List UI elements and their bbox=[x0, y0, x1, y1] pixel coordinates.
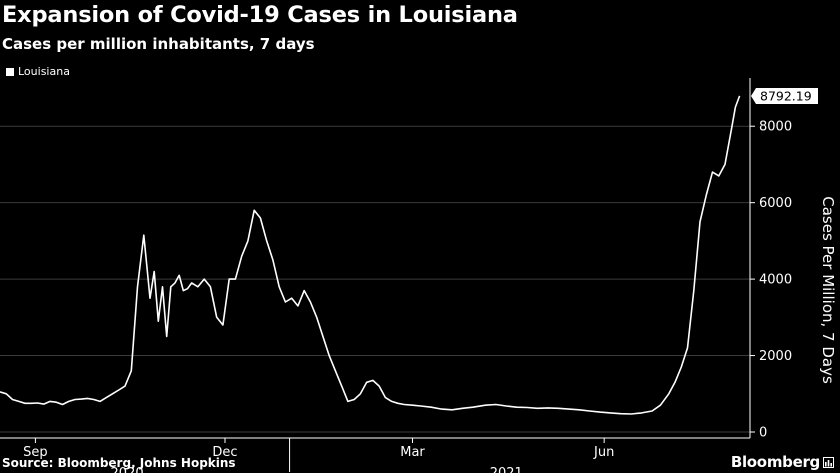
x-tick-label: Mar bbox=[400, 445, 425, 460]
legend-swatch-louisiana bbox=[6, 67, 14, 76]
legend-label-louisiana: Louisiana bbox=[18, 65, 70, 78]
y-tick-label: 8000 bbox=[759, 120, 792, 135]
last-value-box bbox=[751, 87, 818, 104]
y-tick-label: 6000 bbox=[759, 196, 792, 211]
series-line-louisiana bbox=[0, 95, 741, 415]
x-tick-label: Dec bbox=[212, 445, 237, 460]
y-tick-label: 0 bbox=[759, 426, 767, 441]
source-note: Source: Bloomberg, Johns Hopkins bbox=[2, 456, 236, 470]
chart-subtitle: Cases per million inhabitants, 7 days bbox=[2, 35, 315, 53]
x-tick-label: Jun bbox=[593, 445, 614, 460]
x-year-label: 2021 bbox=[490, 466, 523, 473]
x-tick-label: Sep bbox=[23, 445, 48, 460]
brand-logo: Bloomberg bbox=[731, 453, 834, 471]
y-tick-label: 2000 bbox=[759, 349, 792, 364]
x-year-label: 2020 bbox=[111, 466, 144, 473]
y-axis-title: Cases Per Million, 7 Days bbox=[819, 196, 837, 384]
chart-title: Expansion of Covid-19 Cases in Louisiana bbox=[2, 2, 518, 28]
last-value-label: 8792.19 bbox=[760, 88, 812, 103]
y-tick-label: 4000 bbox=[759, 273, 792, 288]
brand-name: Bloomberg bbox=[730, 453, 820, 471]
bar-chart-icon bbox=[823, 456, 834, 468]
legend: Louisiana bbox=[6, 65, 70, 78]
